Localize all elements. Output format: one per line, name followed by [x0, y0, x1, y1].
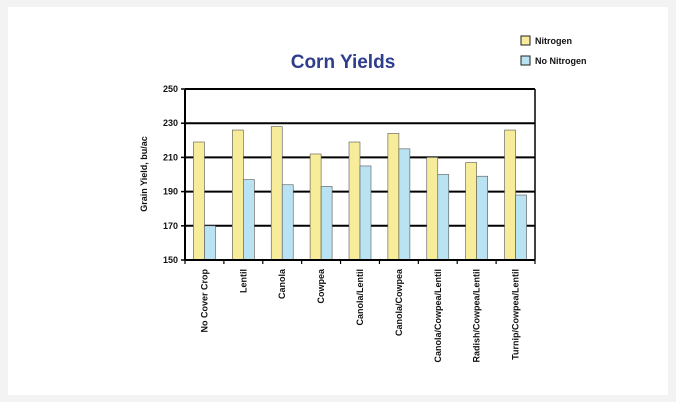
bar-no-nitrogen: [437, 174, 450, 261]
y-tick-label: 210: [163, 152, 178, 162]
bar-nitrogen: [232, 129, 244, 261]
chart-card: [8, 7, 668, 395]
legend-swatch-no-nitrogen: [520, 55, 531, 66]
bar-no-nitrogen: [204, 225, 216, 261]
bar-nitrogen: [504, 129, 516, 261]
y-axis-label: Grain Yield, bu/ac: [139, 136, 149, 212]
category-label: Lentil: [238, 269, 248, 293]
bar-nitrogen: [426, 157, 439, 261]
bar-no-nitrogen: [359, 165, 372, 261]
bar-nitrogen: [387, 133, 400, 261]
bar-nitrogen: [348, 141, 361, 261]
bars: [193, 126, 527, 261]
chart-title: Corn Yields: [291, 52, 396, 73]
axes: [181, 88, 536, 264]
category-label: Cowpea: [316, 268, 326, 304]
bar-no-nitrogen: [398, 148, 411, 261]
category-label: Canola/Cowpea/Lentil: [433, 269, 443, 363]
bar-no-nitrogen: [476, 175, 488, 261]
y-tick-label: 250: [163, 84, 178, 94]
legend: Nitrogen No Nitrogen: [520, 35, 587, 66]
y-tick-label: 170: [163, 221, 178, 231]
category-label: Canola/Cowpea: [394, 268, 404, 336]
category-label: Canola/Lentil: [355, 269, 365, 326]
category-labels: No Cover Crop Lentil Canola Cowpea Canola/Le…: [199, 268, 520, 363]
legend-swatch-nitrogen: [520, 35, 531, 46]
y-tick-label: 230: [163, 118, 178, 128]
category-label: Turnip/Cowpea/Lentil: [511, 269, 521, 360]
legend-label-nitrogen: Nitrogen: [535, 36, 572, 46]
y-tick-label: 150: [163, 255, 178, 265]
category-label: No Cover Crop: [199, 269, 209, 333]
bar-no-nitrogen: [515, 194, 527, 261]
bar-nitrogen: [270, 126, 283, 261]
bar-no-nitrogen: [281, 184, 294, 261]
category-label: Radish/Cowpea/Lentil: [472, 269, 482, 363]
bar-nitrogen: [465, 162, 477, 261]
y-tick-label: 190: [163, 187, 178, 197]
bar-no-nitrogen: [320, 186, 333, 261]
legend-label-no-nitrogen: No Nitrogen: [535, 56, 587, 66]
category-label: Canola: [277, 268, 287, 299]
bar-nitrogen: [193, 141, 205, 261]
y-tick-labels: 150 170 190 210 230 250: [163, 84, 178, 265]
bar-no-nitrogen: [243, 179, 255, 261]
bar-nitrogen: [309, 153, 322, 261]
